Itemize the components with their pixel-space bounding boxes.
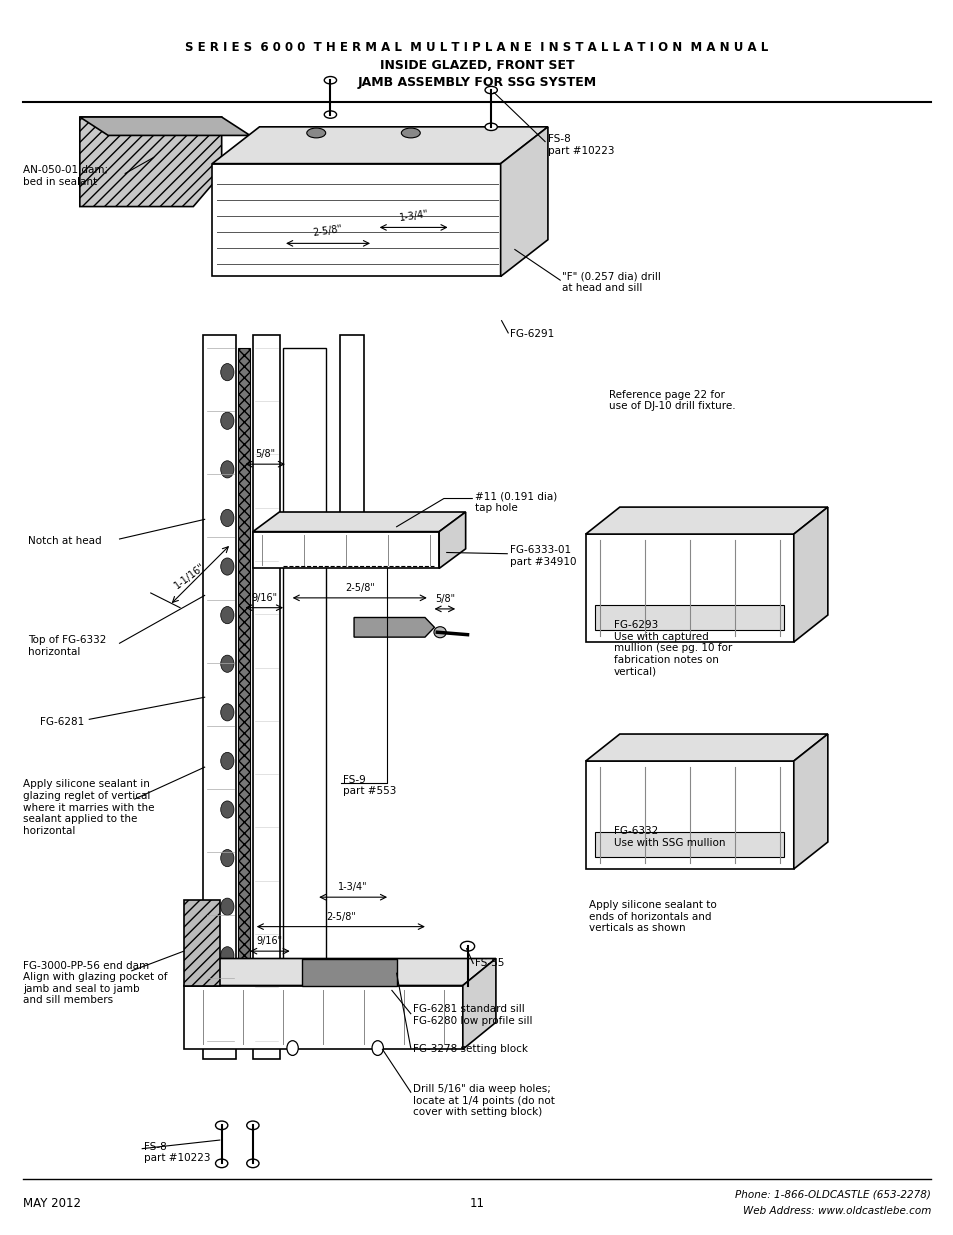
Ellipse shape xyxy=(324,77,336,84)
Polygon shape xyxy=(585,761,793,869)
Circle shape xyxy=(220,704,233,721)
Circle shape xyxy=(220,752,233,769)
Polygon shape xyxy=(212,127,547,163)
Text: FG-6281 standard sill
FG-6280 low profile sill: FG-6281 standard sill FG-6280 low profil… xyxy=(413,1004,532,1026)
Ellipse shape xyxy=(484,86,497,94)
Ellipse shape xyxy=(215,1121,228,1130)
Text: FS-55: FS-55 xyxy=(475,958,504,968)
Circle shape xyxy=(220,461,233,478)
Polygon shape xyxy=(339,336,363,520)
Circle shape xyxy=(220,509,233,526)
Text: INSIDE GLAZED, FRONT SET: INSIDE GLAZED, FRONT SET xyxy=(379,59,574,72)
Circle shape xyxy=(220,995,233,1013)
Ellipse shape xyxy=(434,626,446,637)
Polygon shape xyxy=(500,127,547,277)
Polygon shape xyxy=(80,117,250,136)
Text: Phone: 1-866-OLDCASTLE (653-2278): Phone: 1-866-OLDCASTLE (653-2278) xyxy=(734,1189,930,1199)
Text: 9/16": 9/16" xyxy=(251,593,277,603)
Text: FG-3278 setting block: FG-3278 setting block xyxy=(413,1045,527,1055)
Circle shape xyxy=(220,850,233,867)
Text: 1-1/16": 1-1/16" xyxy=(172,561,207,590)
Polygon shape xyxy=(585,734,827,761)
Text: Web Address: www.oldcastlebe.com: Web Address: www.oldcastlebe.com xyxy=(741,1207,930,1216)
Text: Apply silicone sealant in
glazing reglet of vertical
where it marries with the
s: Apply silicone sealant in glazing reglet… xyxy=(23,779,154,836)
Polygon shape xyxy=(80,117,221,206)
Text: MAY 2012: MAY 2012 xyxy=(23,1198,81,1210)
Ellipse shape xyxy=(460,941,475,951)
Circle shape xyxy=(220,947,233,963)
Text: #11 (0.191 dia)
tap hole: #11 (0.191 dia) tap hole xyxy=(475,492,557,513)
Text: Reference page 22 for
use of DJ-10 drill fixture.: Reference page 22 for use of DJ-10 drill… xyxy=(609,389,736,411)
Ellipse shape xyxy=(247,1121,259,1130)
Ellipse shape xyxy=(484,124,497,131)
Text: 5/8": 5/8" xyxy=(254,450,275,459)
Text: JAMB ASSEMBLY FOR SSG SYSTEM: JAMB ASSEMBLY FOR SSG SYSTEM xyxy=(357,77,596,89)
Ellipse shape xyxy=(247,1160,259,1167)
Polygon shape xyxy=(253,513,465,531)
Polygon shape xyxy=(462,958,496,1050)
Text: Notch at head: Notch at head xyxy=(28,536,101,546)
Text: 5/8": 5/8" xyxy=(435,594,455,604)
Text: 2-5/8": 2-5/8" xyxy=(344,583,375,593)
Polygon shape xyxy=(438,513,465,568)
Polygon shape xyxy=(203,336,235,1060)
Text: S E R I E S  6 0 0 0  T H E R M A L  M U L T I P L A N E  I N S T A L L A T I O : S E R I E S 6 0 0 0 T H E R M A L M U L … xyxy=(185,41,768,53)
Text: Top of FG-6332
horizontal: Top of FG-6332 horizontal xyxy=(28,635,106,657)
Text: FS-8
part #10223: FS-8 part #10223 xyxy=(547,135,614,156)
Polygon shape xyxy=(184,958,496,986)
Text: 2-5/8": 2-5/8" xyxy=(312,225,343,238)
Text: 2-5/8": 2-5/8" xyxy=(326,911,355,921)
Text: FG-6291: FG-6291 xyxy=(510,330,554,340)
Text: AN-050-01 dam;
bed in sealant: AN-050-01 dam; bed in sealant xyxy=(23,165,108,186)
Text: 1-3/4": 1-3/4" xyxy=(338,882,368,892)
Circle shape xyxy=(220,898,233,915)
Polygon shape xyxy=(283,347,325,1041)
Polygon shape xyxy=(184,899,219,986)
Text: FS-9
part #553: FS-9 part #553 xyxy=(342,774,395,797)
Circle shape xyxy=(287,1041,298,1056)
Polygon shape xyxy=(585,534,793,642)
Polygon shape xyxy=(184,986,462,1050)
Polygon shape xyxy=(793,734,827,869)
Text: 11: 11 xyxy=(469,1198,484,1210)
Polygon shape xyxy=(585,508,827,534)
Text: Drill 5/16" dia weep holes;
locate at 1/4 points (do not
cover with setting bloc: Drill 5/16" dia weep holes; locate at 1/… xyxy=(413,1084,554,1118)
Polygon shape xyxy=(253,336,280,1060)
Circle shape xyxy=(220,802,233,818)
Polygon shape xyxy=(302,958,396,986)
Polygon shape xyxy=(354,618,434,637)
Ellipse shape xyxy=(401,128,420,138)
Polygon shape xyxy=(212,163,500,277)
Circle shape xyxy=(372,1041,383,1056)
Ellipse shape xyxy=(215,1160,228,1167)
Circle shape xyxy=(220,606,233,624)
Text: 9/16": 9/16" xyxy=(256,936,283,946)
Polygon shape xyxy=(793,508,827,642)
Text: FG-3000-PP-56 end dam
Align with glazing pocket of
jamb and seal to jamb
and sil: FG-3000-PP-56 end dam Align with glazing… xyxy=(23,961,168,1005)
Circle shape xyxy=(220,558,233,576)
Polygon shape xyxy=(595,605,783,630)
Text: FG-6293
Use with captured
mullion (see pg. 10 for
fabrication notes on
vertical): FG-6293 Use with captured mullion (see p… xyxy=(614,620,732,677)
Circle shape xyxy=(220,655,233,672)
Circle shape xyxy=(220,363,233,380)
Text: FS-8
part #10223: FS-8 part #10223 xyxy=(144,1141,211,1163)
Circle shape xyxy=(220,412,233,430)
Text: FG-6332
Use with SSG mullion: FG-6332 Use with SSG mullion xyxy=(614,826,725,848)
Polygon shape xyxy=(595,832,783,857)
Polygon shape xyxy=(253,531,438,568)
Ellipse shape xyxy=(307,128,325,138)
Polygon shape xyxy=(237,347,250,1029)
Ellipse shape xyxy=(324,111,336,119)
Text: 1-3/4": 1-3/4" xyxy=(397,209,429,222)
Text: FG-6281: FG-6281 xyxy=(40,716,84,726)
Text: Apply silicone sealant to
ends of horizontals and
verticals as shown: Apply silicone sealant to ends of horizo… xyxy=(588,900,716,934)
Text: "F" (0.257 dia) drill
at head and sill: "F" (0.257 dia) drill at head and sill xyxy=(561,272,660,294)
Text: FG-6333-01
part #34910: FG-6333-01 part #34910 xyxy=(510,546,576,567)
